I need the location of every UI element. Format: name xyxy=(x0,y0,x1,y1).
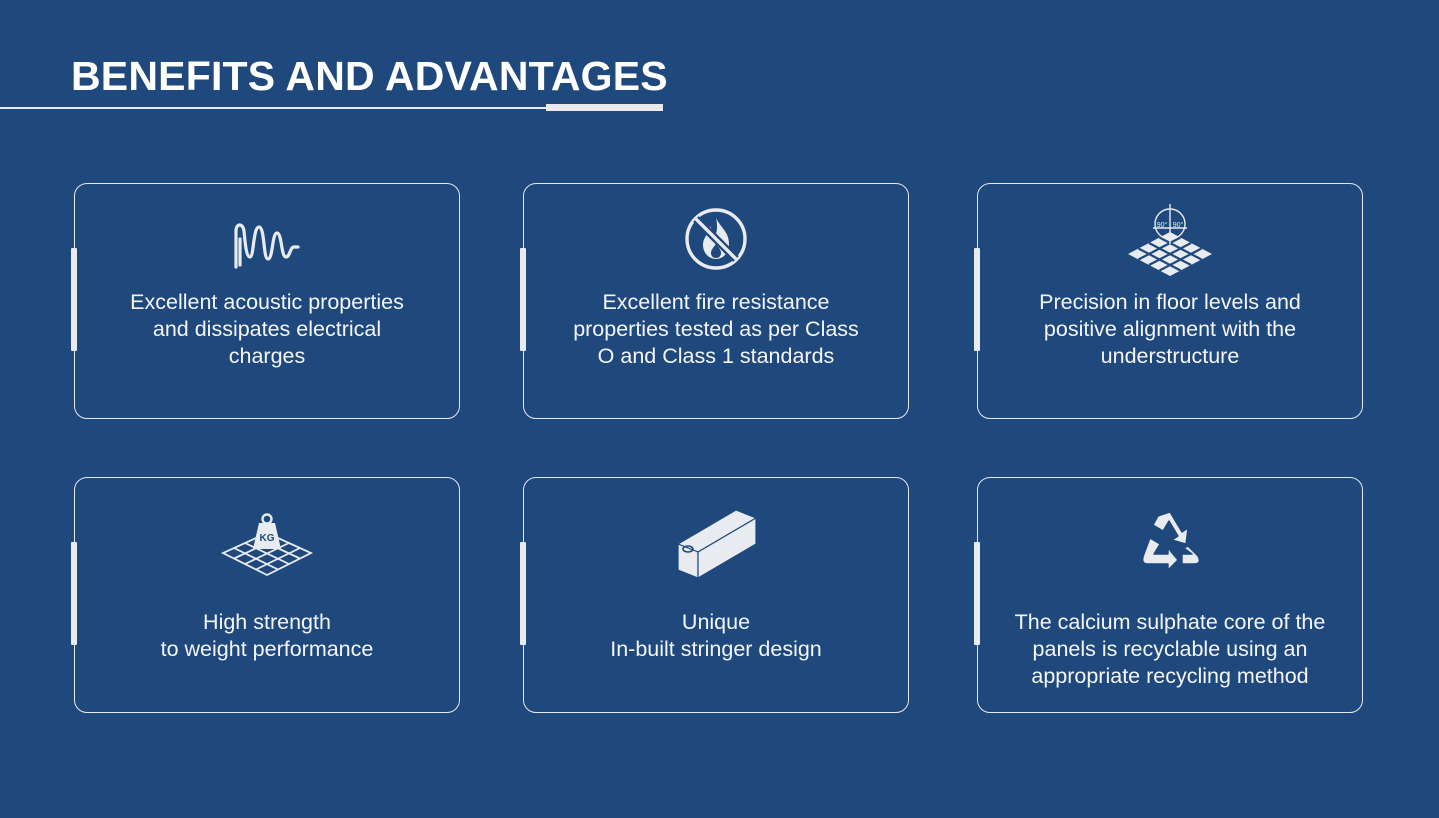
card-text-line: Excellent acoustic properties xyxy=(130,290,404,314)
card-accent-bar xyxy=(71,248,77,351)
card-accent-bar xyxy=(71,542,77,645)
benefit-card-stringer: Unique In-built stringer design xyxy=(520,477,909,713)
card-accent-bar xyxy=(520,248,526,351)
card-text-line: O and Class 1 standards xyxy=(597,344,835,368)
no-fire-icon xyxy=(685,208,747,270)
benefit-card-floor-level: 90° 90° Precision in floor levels and po… xyxy=(974,183,1363,419)
sound-wave-icon xyxy=(234,223,300,269)
card-text-line: panels is recyclable using an xyxy=(1032,637,1308,661)
card-text-line: positive alignment with the xyxy=(1043,317,1297,341)
card-accent-bar xyxy=(974,542,980,645)
card-text-line: and dissipates electrical xyxy=(152,317,382,341)
stringer-beam-icon xyxy=(677,509,757,579)
card-text-line: charges xyxy=(228,344,306,368)
card-text: Excellent acoustic properties and dissip… xyxy=(93,289,441,370)
floor-level-icon-label: 90° xyxy=(1157,221,1168,229)
card-text-line: properties tested as per Class xyxy=(573,317,859,341)
card-text-line: Unique xyxy=(681,610,751,634)
card-text-line: In-built stringer design xyxy=(610,637,822,661)
card-text: Unique In-built stringer design xyxy=(542,609,890,663)
card-text-line: Precision in floor levels and xyxy=(1039,290,1301,314)
card-text-line: understructure xyxy=(1100,344,1240,368)
card-text-line: to weight performance xyxy=(160,637,374,661)
title-underline xyxy=(0,107,662,109)
card-text-line: The calcium sulphate core of the xyxy=(1014,610,1326,634)
card-text-line: appropriate recycling method xyxy=(1031,664,1309,688)
weight-kg-icon-label: KG xyxy=(260,533,275,544)
benefit-card-acoustic: Excellent acoustic properties and dissip… xyxy=(71,183,460,419)
card-text: High strength to weight performance xyxy=(93,609,441,663)
card-text-line: High strength xyxy=(203,610,331,634)
floor-level-icon-label: 90° xyxy=(1173,221,1184,229)
card-accent-bar xyxy=(974,248,980,351)
card-text: Precision in floor levels and positive a… xyxy=(996,289,1344,370)
weight-kg-icon: KG xyxy=(220,513,314,577)
page-title: BENEFITS AND ADVANTAGES xyxy=(71,53,668,99)
benefit-card-strength: KG High strength to weight performance xyxy=(71,477,460,713)
title-underline-accent xyxy=(546,104,663,111)
benefit-card-fire: Excellent fire resistance properties tes… xyxy=(520,183,909,419)
recycle-icon xyxy=(1141,511,1201,571)
card-text: The calcium sulphate core of the panels … xyxy=(996,609,1344,690)
card-text-line: Excellent fire resistance xyxy=(602,290,830,314)
card-text: Excellent fire resistance properties tes… xyxy=(542,289,890,370)
benefit-card-recyclable: The calcium sulphate core of the panels … xyxy=(974,477,1363,713)
card-accent-bar xyxy=(520,542,526,645)
floor-level-icon: 90° 90° xyxy=(1128,204,1212,276)
